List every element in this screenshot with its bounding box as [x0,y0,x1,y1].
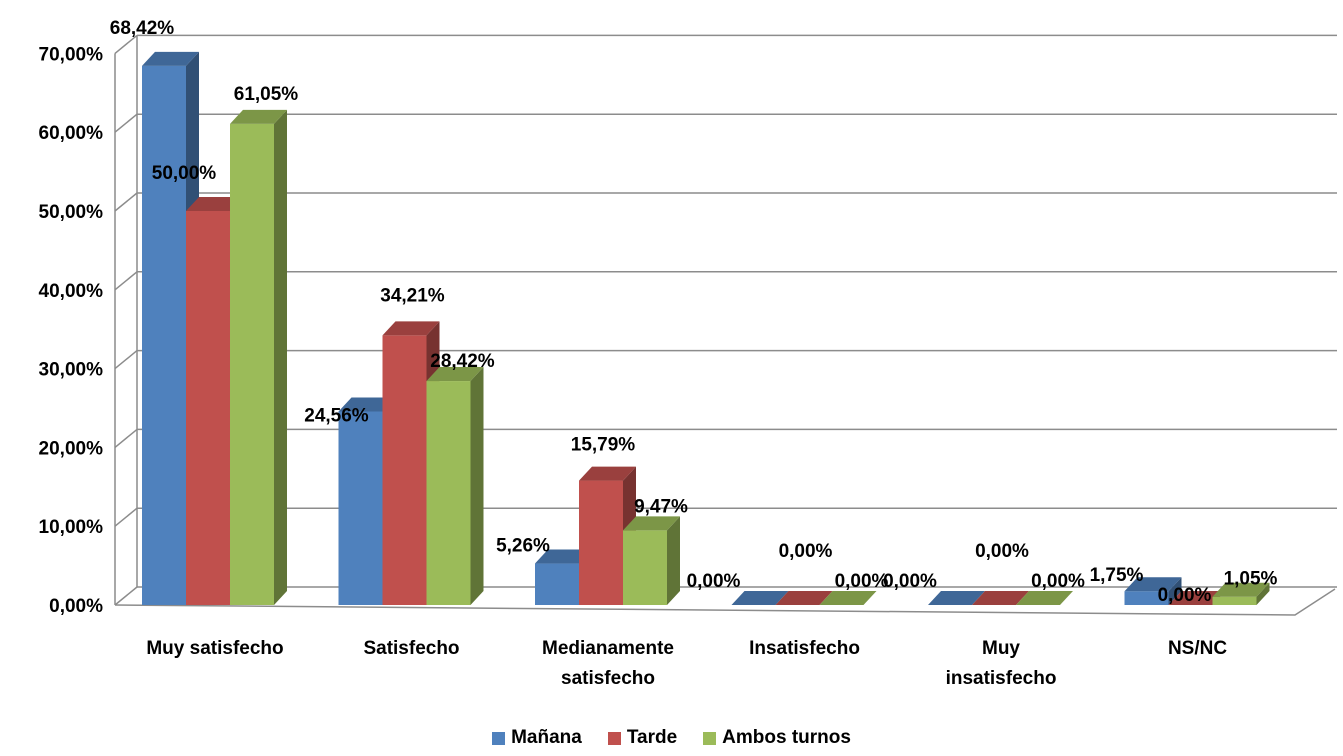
y-tick-label: 50,00% [39,202,104,223]
bar [230,123,274,606]
bar-top [186,197,243,211]
bar-top [230,109,287,124]
bar-side [470,367,484,605]
legend-item-ambos-turnos: Ambos turnos [703,727,851,749]
data-label: 15,79% [571,435,636,456]
bar-side [667,516,680,605]
bar-top [731,591,789,605]
data-label: 5,26% [496,536,550,557]
legend-swatch-ambos-turnos [703,731,717,745]
bar [382,335,427,605]
data-label: 68,42% [110,18,175,39]
bar-top [535,549,592,564]
bar-side [1168,577,1182,605]
bar [426,381,471,605]
data-label: 0,00% [1031,571,1085,592]
data-label: 0,00% [1158,585,1212,606]
gridline-depth [114,113,138,133]
data-label: 24,56% [304,405,369,426]
y-tick-label: 60,00% [39,123,104,144]
data-label: 9,47% [634,496,688,517]
bar [142,65,186,605]
bar [186,211,230,605]
bar-top [623,516,680,531]
data-label: 0,00% [975,541,1029,562]
gridline-depth [114,34,138,54]
category-label: Insatisfecho [749,638,860,659]
bar [579,480,623,605]
category-label: insatisfecho [946,668,1057,689]
legend-item-manana: Mañana [492,727,582,749]
category-label: NS/NC [1168,638,1227,659]
legend-label-manana: Mañana [511,727,582,748]
bar [338,411,383,605]
data-label: 1,05% [1224,569,1278,590]
bar [535,563,579,605]
gridline-depth [114,271,138,291]
legend-label-ambos-turnos: Ambos turnos [722,727,851,748]
bar-top [142,51,199,66]
legend-swatch-tarde [607,731,621,745]
data-label: 28,42% [430,351,495,372]
gridline-depth [114,192,138,212]
floor-edge [114,588,1336,616]
bar-top [775,591,833,605]
y-tick-label: 30,00% [39,360,104,381]
bar-top [426,367,484,382]
legend-label-tarde: Tarde [626,727,678,748]
bar-side [274,109,287,606]
bar-top [1124,577,1182,592]
bar-top [972,591,1029,605]
y-tick-label: 20,00% [39,438,104,459]
data-label: 50,00% [152,163,217,184]
data-label: 34,21% [380,285,445,306]
category-label: Satisfecho [363,638,459,659]
legend-item-tarde: Tarde [607,727,678,749]
y-tick-label: 10,00% [39,517,104,538]
data-label: 61,05% [234,84,299,105]
data-label: 0,00% [835,571,889,592]
bar [623,530,667,605]
category-label: satisfecho [561,668,655,689]
gridline-depth [114,350,138,370]
bar-top [1016,591,1073,605]
bar-top [579,466,636,481]
legend: Mañana Tarde Ambos turnos [0,727,1343,749]
y-tick-label: 0,00% [49,596,103,617]
bar-top [1212,582,1270,597]
bar [1212,596,1257,605]
data-label: 0,00% [687,571,741,592]
bar [1124,591,1169,605]
gridline-depth [114,586,138,606]
bar-top [1168,591,1226,605]
bar-top [338,397,396,412]
data-label: 0,00% [883,571,937,592]
bar-side [1256,582,1270,605]
y-tick-label: 40,00% [39,281,104,302]
data-label: 1,75% [1090,565,1144,586]
bar-top [819,591,877,605]
category-label: Muy [982,638,1020,659]
bar-top [382,321,440,336]
category-label: Medianamente [542,638,674,659]
bar-top [928,591,985,605]
gridline-depth [114,428,138,448]
data-label: 0,00% [779,541,833,562]
y-tick-label: 70,00% [39,44,104,65]
category-label: Muy satisfecho [146,638,283,659]
bar-chart-3d: 0,00% 10,00% 20,00% 30,00% 40,00% 50,00% 60,00… [39,18,1337,689]
gridline-depth [114,507,138,527]
legend-swatch-manana [492,731,506,745]
